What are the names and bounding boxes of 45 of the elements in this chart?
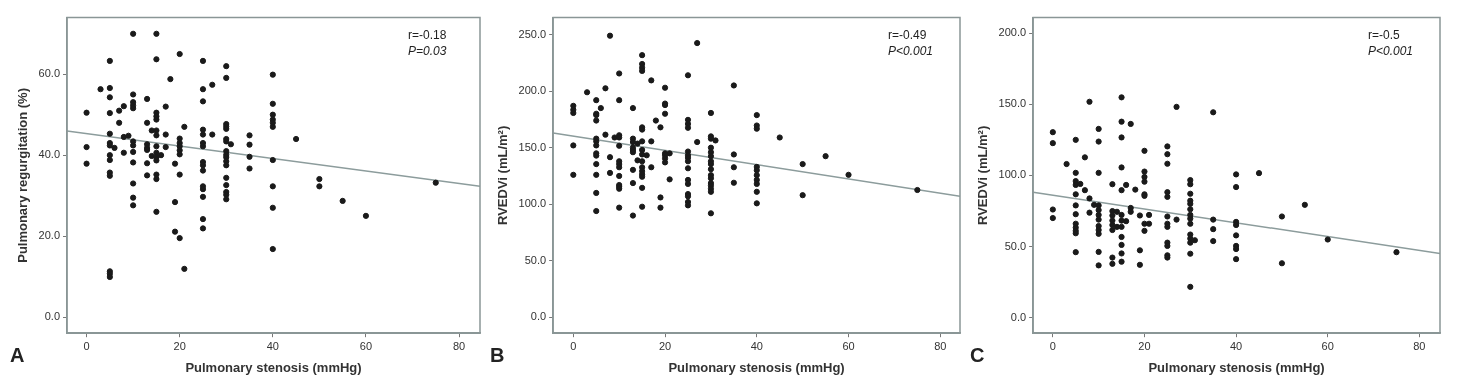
y-tick-label: 50.0 [1004, 239, 1027, 252]
annotation: r=-0.5 [1368, 27, 1401, 42]
annotation: P=0.03 [408, 43, 447, 58]
x-tick-label: 0 [1049, 339, 1056, 352]
y-axis-title: RVEDVi (mL/m²) [975, 125, 991, 225]
x-tick-label: 60 [842, 339, 855, 352]
y-tick-label: 150.0 [518, 140, 547, 153]
x-tick-label: 40 [1229, 339, 1243, 352]
text: B [490, 344, 505, 366]
y-tick-label: 200.0 [518, 84, 547, 97]
x-axis-title: Pulmonary stenosis (mmHg) [1148, 359, 1325, 375]
x-tick-label: 20 [1138, 339, 1151, 352]
annotation: r=-0.18 [408, 27, 447, 42]
x-tick-label: 40 [266, 339, 279, 352]
x-tick-label: 40 [750, 339, 763, 352]
y-tick-label: 0.0 [1010, 310, 1027, 323]
text: A [10, 344, 25, 366]
y-tick-label: 60.0 [38, 67, 61, 80]
x-axis-title: Pulmonary stenosis (mmHg) [185, 359, 362, 375]
y-tick-label: 0.0 [44, 310, 61, 323]
annotation: P<0.001 [1368, 43, 1414, 58]
x-tick-label: 0 [570, 339, 577, 352]
y-axis-title: Pulmonary regurgitation (%) [15, 88, 31, 263]
x-axis-title: Pulmonary stenosis (mmHg) [668, 359, 845, 375]
y-tick-label: 100.0 [518, 197, 547, 210]
y-axis-title: RVEDVi (mL/m²) [495, 125, 511, 225]
y-tick-label: 100.0 [998, 168, 1027, 181]
x-tick-label: 60 [1321, 339, 1334, 352]
annotation: P<0.001 [888, 43, 934, 58]
x-tick-label: 80 [934, 339, 947, 352]
y-tick-label: 250.0 [518, 27, 547, 40]
y-tick-label: 20.0 [38, 229, 61, 242]
x-tick-label: 60 [359, 339, 373, 352]
y-tick-label: 0.0 [530, 310, 547, 323]
x-tick-label: 20 [658, 339, 672, 352]
x-tick-label: 80 [1413, 339, 1426, 352]
y-tick-label: 200.0 [998, 26, 1027, 39]
x-tick-label: 80 [452, 339, 466, 352]
text: C [970, 344, 985, 366]
y-tick-label: 50.0 [524, 253, 547, 266]
y-tick-label: 40.0 [38, 148, 61, 161]
x-tick-label: 20 [173, 339, 186, 352]
annotation: r=-0.49 [888, 27, 927, 42]
x-tick-label: 0 [83, 339, 90, 352]
y-tick-label: 150.0 [998, 97, 1027, 110]
